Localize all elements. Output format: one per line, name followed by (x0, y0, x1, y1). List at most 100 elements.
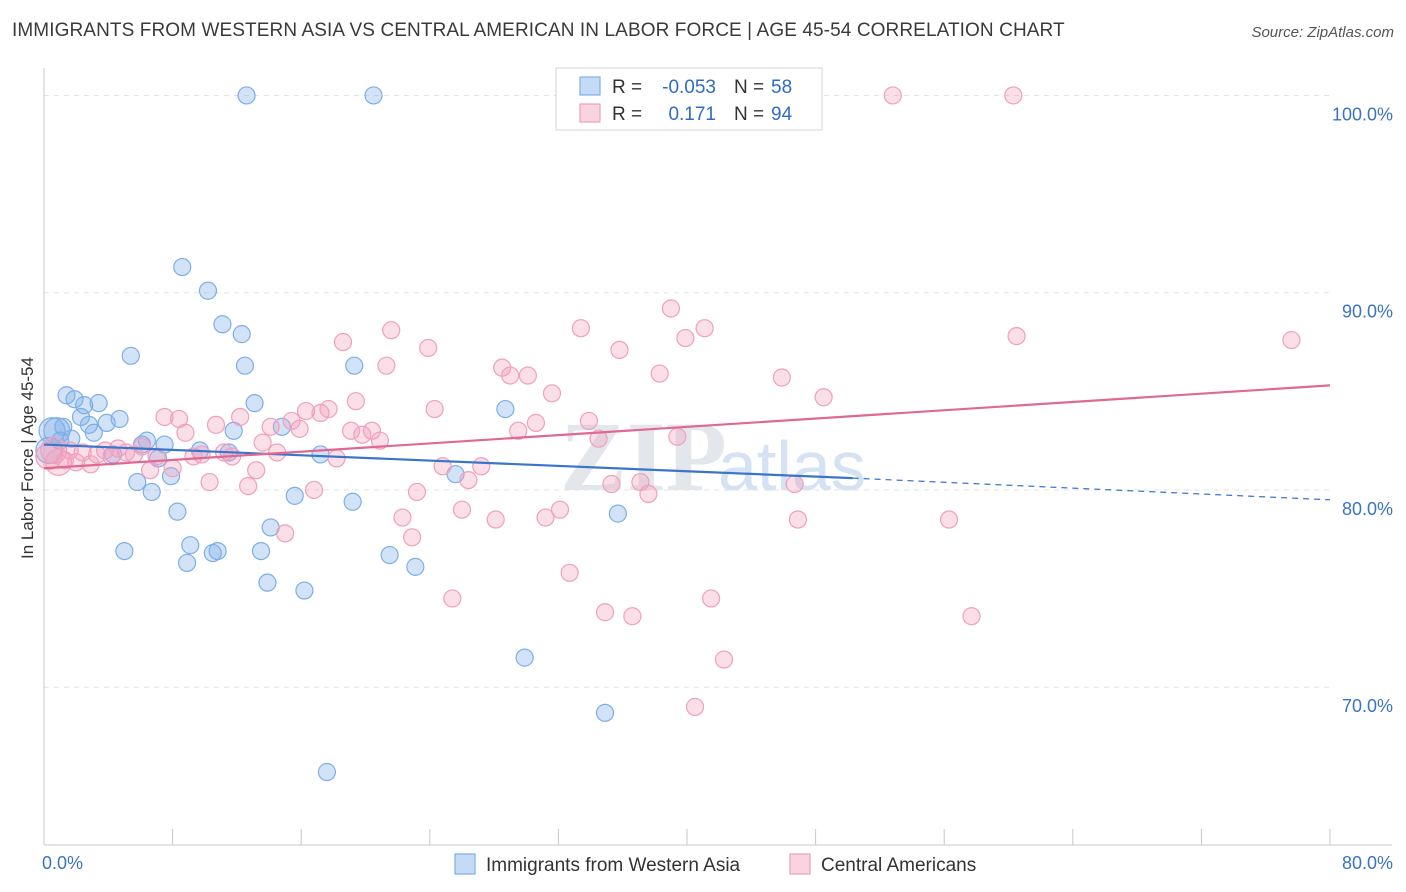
point-central-americans (486, 510, 505, 529)
legend-n-label: N = (734, 77, 764, 98)
trendline-western-asia-dashed (852, 477, 1331, 501)
y-tick-labels: 70.0% 80.0% 90.0% 100.0% (1332, 104, 1393, 716)
point-western-asia (84, 423, 103, 442)
point-central-americans (443, 589, 462, 608)
point-central-americans (939, 510, 959, 529)
point-western-asia (608, 504, 627, 523)
point-central-americans (403, 528, 422, 547)
correlation-legend: R = -0.053 N = 58 R = 0.171 N = 94 (555, 67, 823, 131)
point-western-asia (406, 557, 425, 576)
point-central-americans (239, 476, 258, 496)
point-central-americans (962, 607, 981, 626)
point-central-americans (155, 407, 174, 427)
point-central-americans (296, 401, 316, 421)
point-western-asia (128, 472, 147, 492)
point-western-asia (380, 545, 399, 565)
legend-swatch-central-americans (789, 853, 811, 875)
y-tick-label: 90.0% (1342, 302, 1393, 322)
legend-r-label: R = (612, 104, 642, 125)
point-central-americans (192, 445, 211, 464)
point-central-americans (382, 321, 401, 340)
point-central-americans (1004, 86, 1023, 105)
point-western-asia (311, 445, 330, 464)
point-central-americans (407, 482, 427, 502)
axes (43, 68, 1392, 846)
series-legend: Immigrants from Western Asia Central Ame… (454, 853, 976, 876)
point-western-asia (343, 492, 362, 511)
point-central-americans (536, 508, 555, 527)
point-central-americans (333, 332, 353, 352)
point-central-americans (327, 449, 346, 468)
point-central-americans (550, 500, 570, 519)
point-central-americans (509, 421, 528, 440)
point-central-americans (589, 429, 608, 448)
point-western-asia (295, 581, 314, 600)
point-central-americans (319, 399, 338, 419)
source-label: Source: ZipAtlas.com (1251, 24, 1394, 41)
point-central-americans (571, 319, 591, 338)
point-central-americans (772, 368, 791, 387)
point-western-asia (285, 486, 304, 505)
point-western-asia (317, 762, 337, 782)
point-western-asia (177, 553, 197, 573)
point-western-asia (251, 541, 271, 561)
point-central-americans (261, 417, 280, 436)
point-central-americans (206, 415, 226, 434)
point-central-americans (883, 86, 902, 105)
point-western-asia (142, 482, 161, 502)
point-central-americans (425, 399, 444, 419)
point-central-americans (661, 299, 681, 318)
point-central-americans (560, 563, 579, 582)
point-central-americans (163, 459, 182, 478)
point-western-asia (345, 356, 364, 375)
point-western-asia (213, 315, 232, 334)
point-central-americans (341, 421, 361, 440)
point-central-americans (452, 500, 472, 519)
point-western-asia (245, 394, 264, 413)
point-western-asia (181, 536, 200, 555)
point-central-americans (526, 413, 545, 432)
point-western-asia (89, 394, 108, 413)
point-western-asia (173, 257, 192, 277)
legend-r-value: -0.053 (662, 77, 716, 98)
point-central-americans (1282, 330, 1301, 350)
point-central-americans (247, 461, 266, 480)
point-central-americans (702, 589, 721, 608)
point-central-americans (501, 366, 520, 385)
point-western-asia (237, 86, 256, 105)
point-central-americans (785, 474, 804, 494)
point-central-americans (377, 356, 396, 375)
x-tick-label-max: 80.0% (1342, 853, 1393, 873)
point-western-asia (496, 399, 515, 419)
point-central-americans (176, 423, 195, 442)
point-central-americans (304, 480, 324, 500)
legend-n-value: 58 (771, 77, 792, 98)
point-western-asia (515, 648, 534, 667)
point-central-americans (579, 411, 599, 431)
point-central-americans (276, 524, 295, 543)
point-western-asia (208, 541, 227, 561)
point-central-americans (668, 427, 687, 446)
legend-swatch-western-asia (454, 853, 476, 875)
legend-r-label: R = (612, 77, 642, 98)
legend-n-label: N = (734, 104, 764, 125)
chart-title: IMMIGRANTS FROM WESTERN ASIA VS CENTRAL … (12, 20, 1065, 41)
legend-swatch-pink (579, 103, 601, 123)
point-western-asia (235, 356, 255, 375)
legend-n-value: 94 (771, 104, 793, 125)
point-central-americans (472, 457, 491, 476)
watermark-atlas: atlas (718, 427, 866, 505)
trend-lines (43, 384, 1331, 501)
point-central-americans (610, 340, 629, 360)
point-central-americans (695, 319, 714, 338)
y-tick-label: 70.0% (1342, 696, 1393, 716)
point-western-asia (168, 502, 187, 521)
point-central-americans (814, 388, 833, 407)
point-central-americans (132, 437, 152, 456)
legend-label-central-americans: Central Americans (821, 855, 976, 876)
point-western-asia (232, 325, 251, 344)
point-western-asia (258, 573, 277, 592)
point-central-americans (231, 407, 250, 427)
point-western-asia (121, 346, 140, 365)
